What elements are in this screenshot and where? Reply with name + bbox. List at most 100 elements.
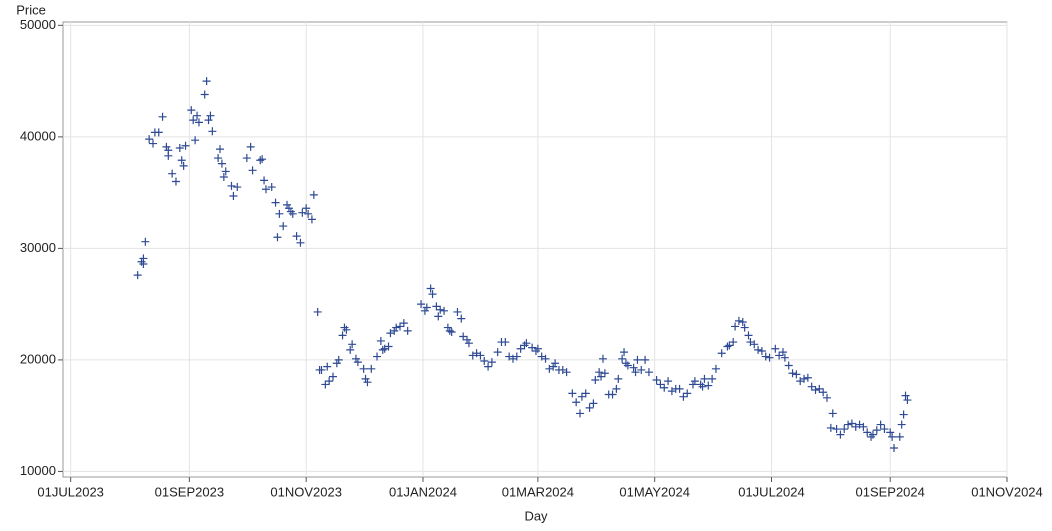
point [164,146,173,155]
point [219,173,228,182]
point [895,432,904,441]
point [233,183,242,192]
point [847,419,856,428]
point [279,222,288,231]
point [533,344,542,353]
x-axis-label: Day [524,508,548,523]
point [591,375,600,384]
point [359,364,368,373]
point [562,368,571,377]
point [321,380,330,389]
point [283,200,292,209]
point [784,361,793,370]
point [792,370,801,379]
point [484,362,493,371]
point [757,346,766,355]
y-axis-label: Price [16,2,46,17]
point [589,399,598,408]
point [551,359,560,368]
point [868,430,877,439]
point [181,141,190,150]
point [304,209,313,218]
point [145,135,154,144]
point [788,369,797,378]
point [623,361,632,370]
point [738,317,747,326]
point [620,348,629,357]
point [688,380,697,389]
point [660,383,669,392]
point [390,326,399,335]
point [708,374,717,383]
point [261,185,270,194]
point [443,323,452,332]
point [434,312,443,321]
point [541,354,550,363]
x-tick-label: 01JAN2024 [389,484,457,499]
point [823,393,832,402]
point [600,369,609,378]
point [512,352,521,361]
y-tick-label: 40000 [20,128,56,143]
point [317,365,326,374]
point [836,430,845,439]
point [675,384,684,393]
point [436,305,445,314]
point [644,368,653,377]
point [242,154,251,163]
x-tick-label: 01JUL2024 [738,484,805,499]
point [403,326,412,335]
point [459,332,468,341]
point [528,343,537,352]
point [432,302,441,311]
x-tick-label: 01MAY2024 [619,484,690,499]
point [273,233,282,242]
point [307,215,316,224]
point [200,90,209,99]
point [844,420,853,429]
y-tick-label: 50000 [20,17,56,32]
point [148,139,157,148]
point [175,144,184,153]
point [750,340,759,349]
point [807,382,816,391]
point [348,340,357,349]
point [800,374,809,383]
point [704,381,713,390]
point [463,335,472,344]
point [171,177,180,186]
point [367,364,376,373]
point [522,339,531,348]
point [516,344,525,353]
point [581,389,590,398]
point [284,204,293,213]
point [302,204,311,213]
point [428,290,437,299]
point [426,284,435,293]
point [775,351,784,360]
point [549,362,558,371]
point [493,348,502,357]
point [612,384,621,393]
x-tick-label: 01SEP2024 [855,484,924,499]
point [334,355,343,364]
point [631,368,640,377]
point [828,409,837,418]
point [384,342,393,351]
point [633,355,642,364]
point [342,325,351,334]
point [729,338,738,347]
point [399,319,408,328]
point [179,161,188,170]
point [417,300,426,309]
x-tick-label: 01NOV2024 [971,484,1043,499]
point [683,389,692,398]
point [903,396,912,405]
point [158,112,167,121]
point [464,339,473,348]
point [258,155,267,164]
point [641,355,650,364]
point [618,354,627,363]
point [700,374,709,383]
point [332,359,341,368]
